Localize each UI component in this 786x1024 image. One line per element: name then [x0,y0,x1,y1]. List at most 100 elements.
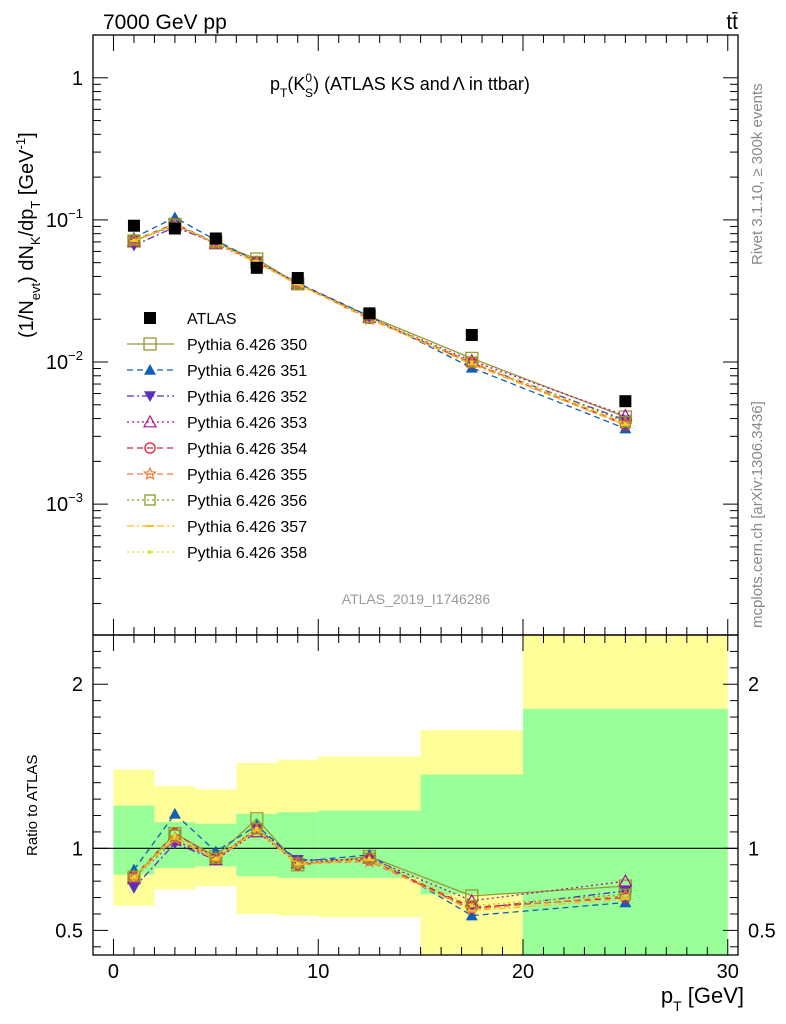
ratio-series [126,807,633,921]
legend-marker-7 [144,494,156,506]
band-inner-7 [523,708,728,955]
legend-marker-6 [142,466,158,481]
ratio-point-6-0 [128,870,140,882]
main-line-4 [133,224,626,417]
ratio-point-6-4 [292,857,304,869]
ratio-point-3-7 [618,873,633,887]
legend-entry-7: Pythia 6.426 356 [127,493,307,510]
main-ytick-base-1: 10 [46,210,68,232]
xtick-label-0: 0 [108,961,119,983]
legend-marker-0 [144,312,156,324]
process-label: tt̄ [726,11,738,34]
legend-marker-5 [144,442,156,454]
title-open: (K [287,74,305,94]
title-sup: 0 [305,71,312,85]
ratio-point-8-1 [173,833,177,838]
ratio-point-8-0 [132,874,136,879]
ylabel-part-f: T [28,201,43,209]
axes: 110−110−210−30 10 20 300.5 0.51 12 2 [46,34,776,983]
ratio-ytick-label-right-1: 1 [748,838,759,860]
title-lambda: Λ [453,74,465,94]
legend-label-5: Pythia 6.426 354 [187,441,307,458]
ylabel-part-i: ] [16,132,38,138]
legend-marker-1 [143,337,157,351]
xlabel-part-c: [GeV] [682,983,744,1008]
main-ytick-base-2: 10 [46,352,68,374]
main-ytick-exp-2: −2 [68,348,83,363]
ylabel-part-c: ) dN [16,245,38,283]
title-tail: in ttbar) [464,74,530,94]
ratio-ytick-label-left-0: 0.5 [55,920,83,942]
main-ytick-label-0: 1 [72,68,83,90]
legend-entry-4: Pythia 6.426 353 [127,414,307,432]
energy-label: 7000 GeV pp [103,11,227,34]
ylabel-part-h: -1 [13,138,28,150]
ratio-point-2-0 [127,882,140,894]
legend-entry-3: Pythia 6.426 352 [127,389,307,406]
main-point-0-1 [168,222,181,235]
analysis-id: ATLAS_2019_I1746286 [342,591,491,607]
main-ytick-label-1: 10−1 [46,206,83,232]
legend-entry-8: Pythia 6.426 357 [127,519,307,536]
ratio-ytick-label-right-0: 0.5 [748,920,776,942]
legend-label-2: Pythia 6.426 351 [187,363,307,380]
ratio-line-2 [133,827,626,910]
main-line-9 [133,223,626,425]
legend-marker-4 [142,414,158,428]
main-series [126,211,633,434]
title-rest: (ATLAS KS and [319,74,450,94]
title-close: ) [313,74,319,94]
main-point-0-7 [619,395,632,408]
svg-text:pT [GeV]: pT [GeV] [661,983,744,1014]
legend-entry-9: Pythia 6.426 358 [127,545,307,562]
main-ytick-label-2: 10−2 [46,348,83,374]
ratio-point-8-7 [623,894,628,898]
main-point-0-2 [209,232,222,245]
main-point-9-7 [623,421,628,426]
ratio-bands [113,635,728,955]
ratio-point-8-5 [367,856,372,860]
ratio-line-8 [133,827,626,907]
legend-entry-1: Pythia 6.426 350 [127,337,307,354]
ratio-point-6-1 [169,829,181,841]
ratio-line-4 [133,827,626,909]
legend-entry-6: Pythia 6.426 355 [127,466,307,484]
legend-marker-9 [148,550,152,554]
legend-label-6: Pythia 6.426 355 [187,467,307,484]
xtick-label-2: 20 [512,961,534,983]
legend-label-0: ATLAS [187,311,237,328]
xtick-label-3: 30 [717,961,739,983]
ylabel-part-d: K [28,236,43,245]
xtick-label-1: 10 [307,961,329,983]
main-point-9-6 [470,360,474,364]
legend-label-3: Pythia 6.426 352 [187,389,307,406]
main-point-0-0 [127,219,140,232]
xlabel-part-a: p [661,983,673,1008]
main-ytick-label-3: 10−3 [46,490,83,516]
main-point-0-3 [250,261,263,274]
ratio-ytick-label-left-1: 1 [72,838,83,860]
ratio-point-8-2 [214,856,218,860]
legend-label-4: Pythia 6.426 353 [187,415,307,432]
main-point-6-6 [464,355,479,370]
ylabel-part-a: (1/N [16,300,38,338]
band-inner-4 [277,812,319,878]
ratio-point-6-2 [210,852,222,864]
ratio-point-8-3 [255,826,259,831]
legend-label-9: Pythia 6.426 358 [187,545,307,562]
ratio-point-6-3 [251,822,263,835]
ratio-line-7 [133,829,626,912]
ratio-point-8-4 [295,861,300,865]
legend-marker-2 [144,364,156,375]
main-point-0-6 [465,328,478,341]
main-point-2-7 [619,422,632,434]
main-point-0-5 [363,307,376,320]
ratio-point-5-1 [167,830,183,845]
ratio-ytick-label-right-2: 2 [748,674,759,696]
legend-marker-3 [144,391,156,402]
ratio-frame [92,634,739,956]
ratio-ytick-label-left-2: 2 [72,674,83,696]
main-point-9-0 [132,238,136,242]
